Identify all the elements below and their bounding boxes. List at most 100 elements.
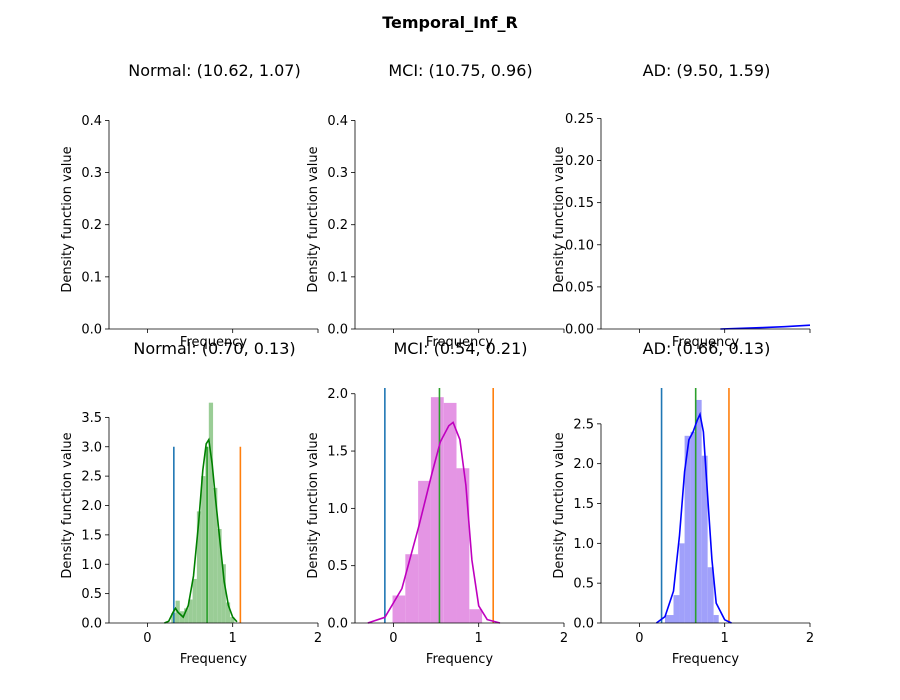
- histogram-bar: [405, 554, 419, 623]
- histogram-bar: [469, 609, 483, 623]
- subplot-4: Normal: (0.70, 0.13) 0.0 0.5 1.0 1.5 2.0 2.5 3.…: [60, 339, 322, 667]
- y-tick-label: 0.0: [327, 323, 348, 338]
- y-axis-label: Density function value: [552, 432, 567, 578]
- y-tick-label: 0.5: [573, 577, 594, 592]
- y-tick-label: 2.0: [327, 387, 348, 402]
- x-tick-label: 2: [806, 631, 814, 646]
- subplot-3: AD: (9.50, 1.59) 0.00 0.05 0.10 0.15 0.20 0.25…: [552, 61, 811, 350]
- histogram-bar: [184, 608, 189, 623]
- y-tick-label: 0.5: [327, 559, 348, 574]
- y-tick-label: 3.5: [81, 411, 102, 426]
- histogram-bar: [443, 402, 457, 623]
- histogram-bar: [679, 543, 685, 623]
- histogram-bar: [213, 487, 218, 623]
- histogram-bar: [225, 602, 231, 623]
- x-axis-label: Frequency: [426, 335, 493, 350]
- x-axis-label: Frequency: [672, 335, 739, 350]
- histogram-bar: [673, 595, 680, 623]
- y-tick-label: 0.15: [565, 196, 594, 211]
- subplot-title: Normal: (0.70, 0.13): [133, 339, 295, 358]
- x-tick-label: 2: [560, 631, 568, 646]
- histogram-bar: [690, 431, 696, 623]
- y-tick-label: 0.5: [81, 587, 102, 602]
- histogram-bar: [221, 564, 226, 623]
- y-tick-label: 0.0: [573, 617, 594, 632]
- y-tick-label: 0.0: [81, 323, 102, 338]
- y-tick-label: 2.0: [81, 499, 102, 514]
- y-tick-label: 1.5: [81, 528, 102, 543]
- y-axis-label: Density function value: [552, 146, 567, 292]
- subplot-title: Normal: (10.62, 1.07): [128, 61, 300, 80]
- y-tick-label: 1.5: [573, 497, 594, 512]
- y-axis-label: Density function value: [60, 432, 75, 578]
- y-tick-label: 1.0: [327, 502, 348, 517]
- y-tick-label: 1.5: [327, 445, 348, 460]
- x-tick-label: 2: [314, 631, 322, 646]
- x-tick-label: 1: [475, 631, 483, 646]
- y-axis-label: Density function value: [306, 146, 321, 292]
- y-tick-label: 0.3: [327, 166, 348, 181]
- subplot-title: AD: (9.50, 1.59): [643, 61, 771, 80]
- y-tick-label: 3.0: [81, 440, 102, 455]
- density-curve: [655, 411, 732, 624]
- histogram-bar: [713, 615, 719, 623]
- x-tick-label: 0: [389, 631, 397, 646]
- histogram-bar: [707, 567, 714, 623]
- x-axis-label: Frequency: [180, 652, 247, 667]
- density-curve: [367, 421, 501, 624]
- y-tick-label: 0.05: [565, 280, 594, 295]
- y-tick-label: 0.2: [81, 218, 102, 233]
- y-tick-label: 0.4: [81, 114, 102, 129]
- x-axis-label: Frequency: [672, 652, 739, 667]
- x-axis-label: Frequency: [426, 652, 493, 667]
- subplot-5: MCI: (0.54, 0.21) 0.0 0.5 1.0 1.5 2.0 0 1 2 Frequ…: [306, 339, 568, 667]
- histogram-bar: [684, 435, 691, 623]
- subplot-grid: Normal: (10.62, 1.07) 0.0 0.1 0.2 0.3 0.4 Freq…: [60, 61, 814, 667]
- histogram: [664, 399, 719, 623]
- histogram-bar: [217, 529, 222, 623]
- y-tick-label: 0.0: [327, 617, 348, 632]
- histogram-bar: [208, 402, 214, 623]
- histogram-bar: [192, 578, 197, 623]
- y-tick-label: 0.1: [327, 270, 348, 285]
- histogram-bar: [188, 599, 193, 623]
- subplot-title: AD: (0.66, 0.13): [643, 339, 771, 358]
- y-tick-label: 2.0: [573, 457, 594, 472]
- x-tick-label: 0: [143, 631, 151, 646]
- subplot-6: AD: (0.66, 0.13) 0.0 0.5 1.0 1.5 2.0 2.5 0 1 2 Fre…: [552, 339, 814, 667]
- histogram-bar: [695, 399, 702, 623]
- y-tick-label: 0.0: [81, 617, 102, 632]
- y-tick-label: 1.0: [573, 537, 594, 552]
- y-tick-label: 0.1: [81, 270, 102, 285]
- subplot-title: MCI: (0.54, 0.21): [393, 339, 527, 358]
- histogram-bar: [701, 455, 708, 623]
- y-tick-label: 0.20: [565, 154, 594, 169]
- y-tick-label: 0.4: [327, 114, 348, 129]
- y-axis-label: Density function value: [60, 146, 75, 292]
- histogram-bar: [456, 468, 470, 623]
- y-tick-label: 0.10: [565, 238, 594, 253]
- x-tick-label: 1: [229, 631, 237, 646]
- x-tick-label: 0: [635, 631, 643, 646]
- subplot-1: Normal: (10.62, 1.07) 0.0 0.1 0.2 0.3 0.4 Freq…: [60, 61, 319, 350]
- figure-title: Temporal_Inf_R: [382, 13, 518, 32]
- histogram-bar: [430, 397, 444, 623]
- histogram-bar: [196, 511, 202, 623]
- subplot-title: MCI: (10.75, 0.96): [388, 61, 532, 80]
- y-tick-label: 0.25: [565, 112, 594, 127]
- histogram-bar: [392, 595, 406, 623]
- y-tick-label: 0.00: [565, 323, 594, 338]
- histogram-bar: [230, 617, 235, 623]
- y-tick-label: 2.5: [573, 417, 594, 432]
- histogram-bar: [201, 476, 206, 623]
- y-axis-label: Density function value: [306, 432, 321, 578]
- y-tick-label: 1.0: [81, 558, 102, 573]
- density-curve: [720, 324, 811, 330]
- histogram-bar: [664, 615, 674, 623]
- y-tick-label: 2.5: [81, 470, 102, 485]
- x-axis-label: Frequency: [180, 335, 247, 350]
- histogram-bar: [179, 611, 185, 623]
- y-tick-label: 0.2: [327, 218, 348, 233]
- subplot-2: MCI: (10.75, 0.96) 0.0 0.1 0.2 0.3 0.4 Frequen…: [306, 61, 565, 350]
